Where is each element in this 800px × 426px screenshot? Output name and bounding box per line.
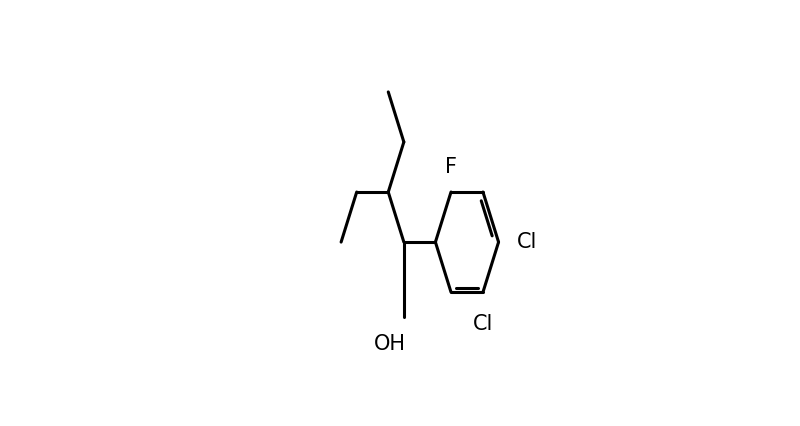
Text: OH: OH: [374, 334, 406, 354]
Text: Cl: Cl: [473, 314, 493, 334]
Text: F: F: [445, 157, 457, 177]
Text: Cl: Cl: [517, 232, 537, 252]
